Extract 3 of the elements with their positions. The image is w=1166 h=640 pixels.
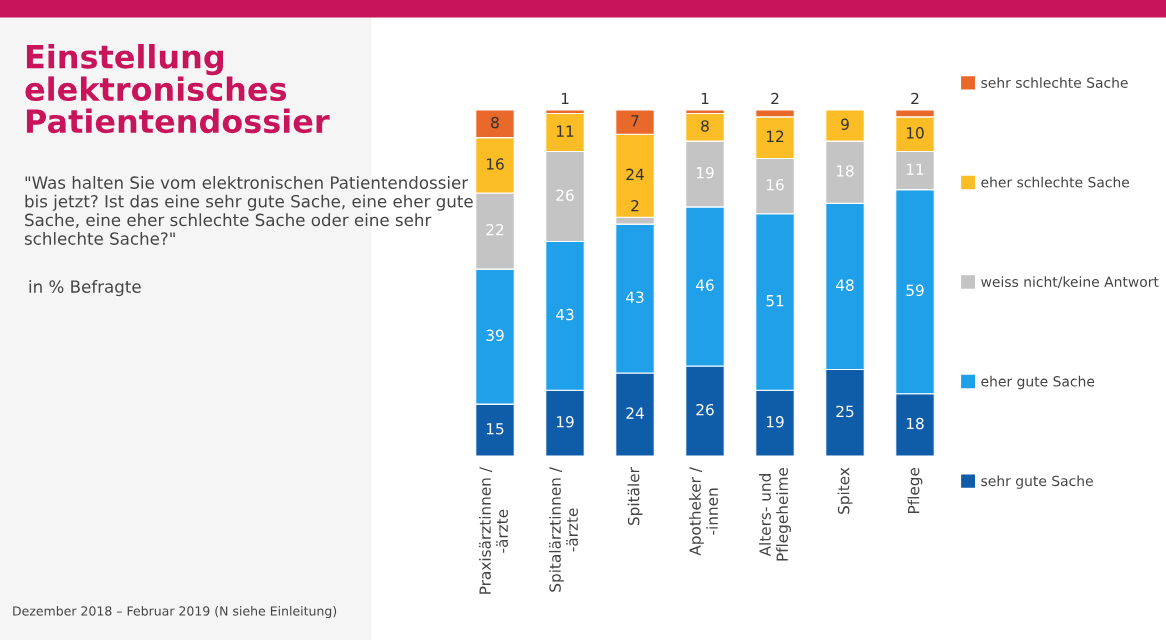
text: in % Befragte xyxy=(29,280,141,297)
text: Einstellung elektronisches Patientendossier xyxy=(25,44,330,134)
text: "Was halten Sie vom elektronischen Patientendossier bis jetzt? Ist das eine sehr gute Sache, eine eher gute Sache, eine eher schlechte Sache oder eine sehr schlechte Sache?" xyxy=(24,176,473,245)
